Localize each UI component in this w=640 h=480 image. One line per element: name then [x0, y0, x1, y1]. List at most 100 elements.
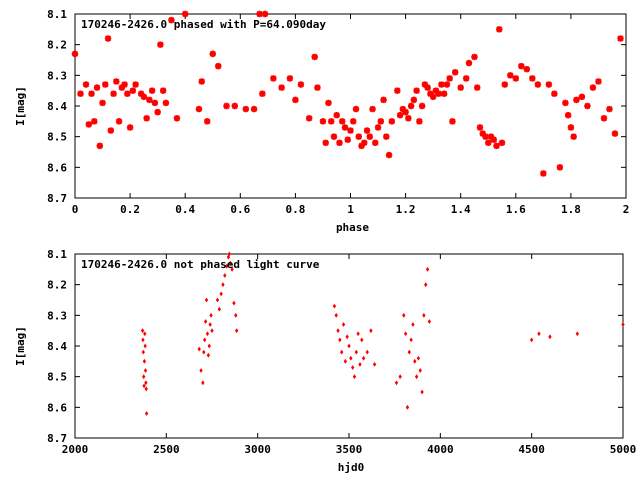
chart-0-data-point	[350, 118, 357, 125]
chart-0-data-point	[325, 99, 332, 107]
chart-1-y-tick-label: 8.3	[47, 309, 67, 322]
chart-0-data-point	[88, 90, 95, 97]
chart-0-data-point	[93, 84, 101, 91]
chart-1-data-point	[420, 389, 424, 395]
chart-0-data-point	[330, 133, 338, 140]
phased-light-curve-panel: 0 0.2 0.4 0.6 0.8 1 1.2 1.4 1.6 1.8 2 8.1 8.2 8.3 8.4 8…	[14, 8, 629, 234]
chart-0-data-point	[162, 99, 170, 107]
chart-1-data-point	[210, 328, 214, 334]
unphased-light-curve-panel: 2000 2500 3000 3500 4000 4500 5000 8.1 8.2 8.3 8.4…	[14, 248, 636, 474]
chart-0-data-point	[369, 105, 376, 113]
chart-1-data-point	[338, 337, 342, 343]
chart-0-data-point	[328, 118, 335, 125]
chart-1-data-point	[394, 380, 399, 386]
chart-0-y-tick-label: 8.2	[47, 39, 67, 52]
chart-0-data-point	[77, 90, 84, 97]
chart-1-data-point	[202, 349, 206, 355]
chart-0-data-point	[151, 99, 159, 107]
chart-1-data-point	[416, 355, 421, 361]
chart-1-data-point	[143, 331, 147, 337]
chart-1-data-point	[232, 300, 236, 306]
chart-0-data-point	[567, 124, 575, 131]
chart-0-data-point	[195, 105, 203, 113]
chart-1-data-point	[347, 343, 351, 349]
chart-0-data-point	[540, 170, 547, 177]
chart-0-data-point	[570, 133, 577, 140]
chart-0-data-point	[534, 81, 542, 88]
chart-1-x-tick-label: 3500	[336, 443, 363, 456]
chart-0-data-point	[146, 96, 153, 104]
chart-0-data-point	[432, 87, 440, 94]
chart-0-x-tick-label: 0.4	[175, 203, 195, 216]
chart-0-data-point	[204, 118, 211, 125]
chart-1-data-point	[199, 368, 203, 373]
chart-1-data-point	[343, 358, 348, 364]
chart-1-x-axis-label: hjd0	[338, 461, 365, 474]
chart-0-data-point	[137, 90, 145, 97]
chart-0-data-point	[388, 118, 396, 125]
chart-0-data-point	[182, 10, 189, 18]
chart-0-data-point	[256, 10, 263, 18]
chart-0-x-tick-label: 1.4	[451, 203, 471, 216]
chart-0-x-tick-label: 0.2	[120, 203, 140, 216]
chart-0-data-point	[611, 130, 619, 137]
chart-0-data-point	[396, 112, 404, 119]
chart-0-data-point	[270, 75, 277, 82]
chart-0-data-point	[154, 108, 161, 116]
chart-1-data-point	[422, 312, 426, 318]
chart-0-data-point	[168, 16, 175, 24]
chart-1-data-point	[365, 349, 369, 355]
chart-0-data-point	[129, 87, 137, 94]
chart-1-data-point	[228, 260, 232, 266]
chart-1-data-point	[414, 374, 419, 380]
chart-0-data-point	[595, 78, 602, 85]
chart-1-data-point	[219, 291, 223, 297]
chart-0-x-tick-label: 2	[623, 203, 630, 216]
chart-0-y-axis-label: I[mag]	[14, 86, 27, 126]
chart-0-data-point	[198, 78, 205, 85]
chart-1-data-point	[203, 319, 208, 324]
chart-0-data-point	[443, 81, 451, 88]
chart-1-data-point	[403, 331, 408, 337]
chart-0-data-point	[606, 105, 613, 113]
chart-0-data-point	[305, 115, 313, 122]
chart-0-data-point	[564, 112, 572, 119]
chart-0-data-point	[416, 118, 423, 125]
chart-0-data-point	[498, 139, 506, 146]
chart-0-data-point	[465, 59, 473, 67]
chart-1-data-point	[141, 349, 145, 355]
chart-0-data-point	[314, 84, 321, 91]
chart-0-data-point	[584, 102, 591, 110]
chart-0-data-point	[512, 75, 519, 82]
chart-0-data-point	[385, 151, 393, 159]
chart-0-data-point	[143, 115, 150, 122]
chart-0-data-point	[223, 102, 230, 110]
chart-0-data-point	[102, 81, 109, 88]
chart-0-data-point	[115, 118, 123, 125]
chart-0-data-point	[402, 108, 409, 116]
chart-0-data-point	[286, 75, 294, 82]
chart-0-data-point	[523, 66, 531, 73]
chart-0-data-point	[427, 90, 434, 97]
chart-1-title: 170246-2426.0 not phased light curve	[81, 258, 320, 271]
chart-0-x-tick-label: 0	[72, 203, 79, 216]
chart-0-data-point	[600, 115, 608, 122]
chart-1-data-point	[144, 380, 148, 386]
chart-0-data-point	[589, 84, 597, 91]
chart-0-x-tick-label: 0.8	[285, 203, 305, 216]
chart-0-data-point	[352, 105, 360, 113]
chart-0-x-tick-label: 0.6	[230, 203, 250, 216]
chart-0-data-point	[341, 124, 349, 131]
chart-0-data-point	[421, 81, 429, 88]
chart-1-data-point	[141, 337, 145, 343]
chart-0-data-point	[250, 105, 258, 113]
chart-1-x-tick-label: 4500	[518, 443, 545, 456]
chart-0-data-point	[91, 118, 98, 125]
chart-1-data-point	[413, 358, 417, 364]
chart-0-data-point	[451, 69, 459, 76]
chart-0-data-point	[311, 53, 318, 61]
chart-0-data-point	[449, 118, 456, 125]
chart-0-data-point	[215, 62, 222, 70]
chart-1-data-point	[360, 337, 364, 343]
chart-0-data-point	[121, 81, 128, 88]
